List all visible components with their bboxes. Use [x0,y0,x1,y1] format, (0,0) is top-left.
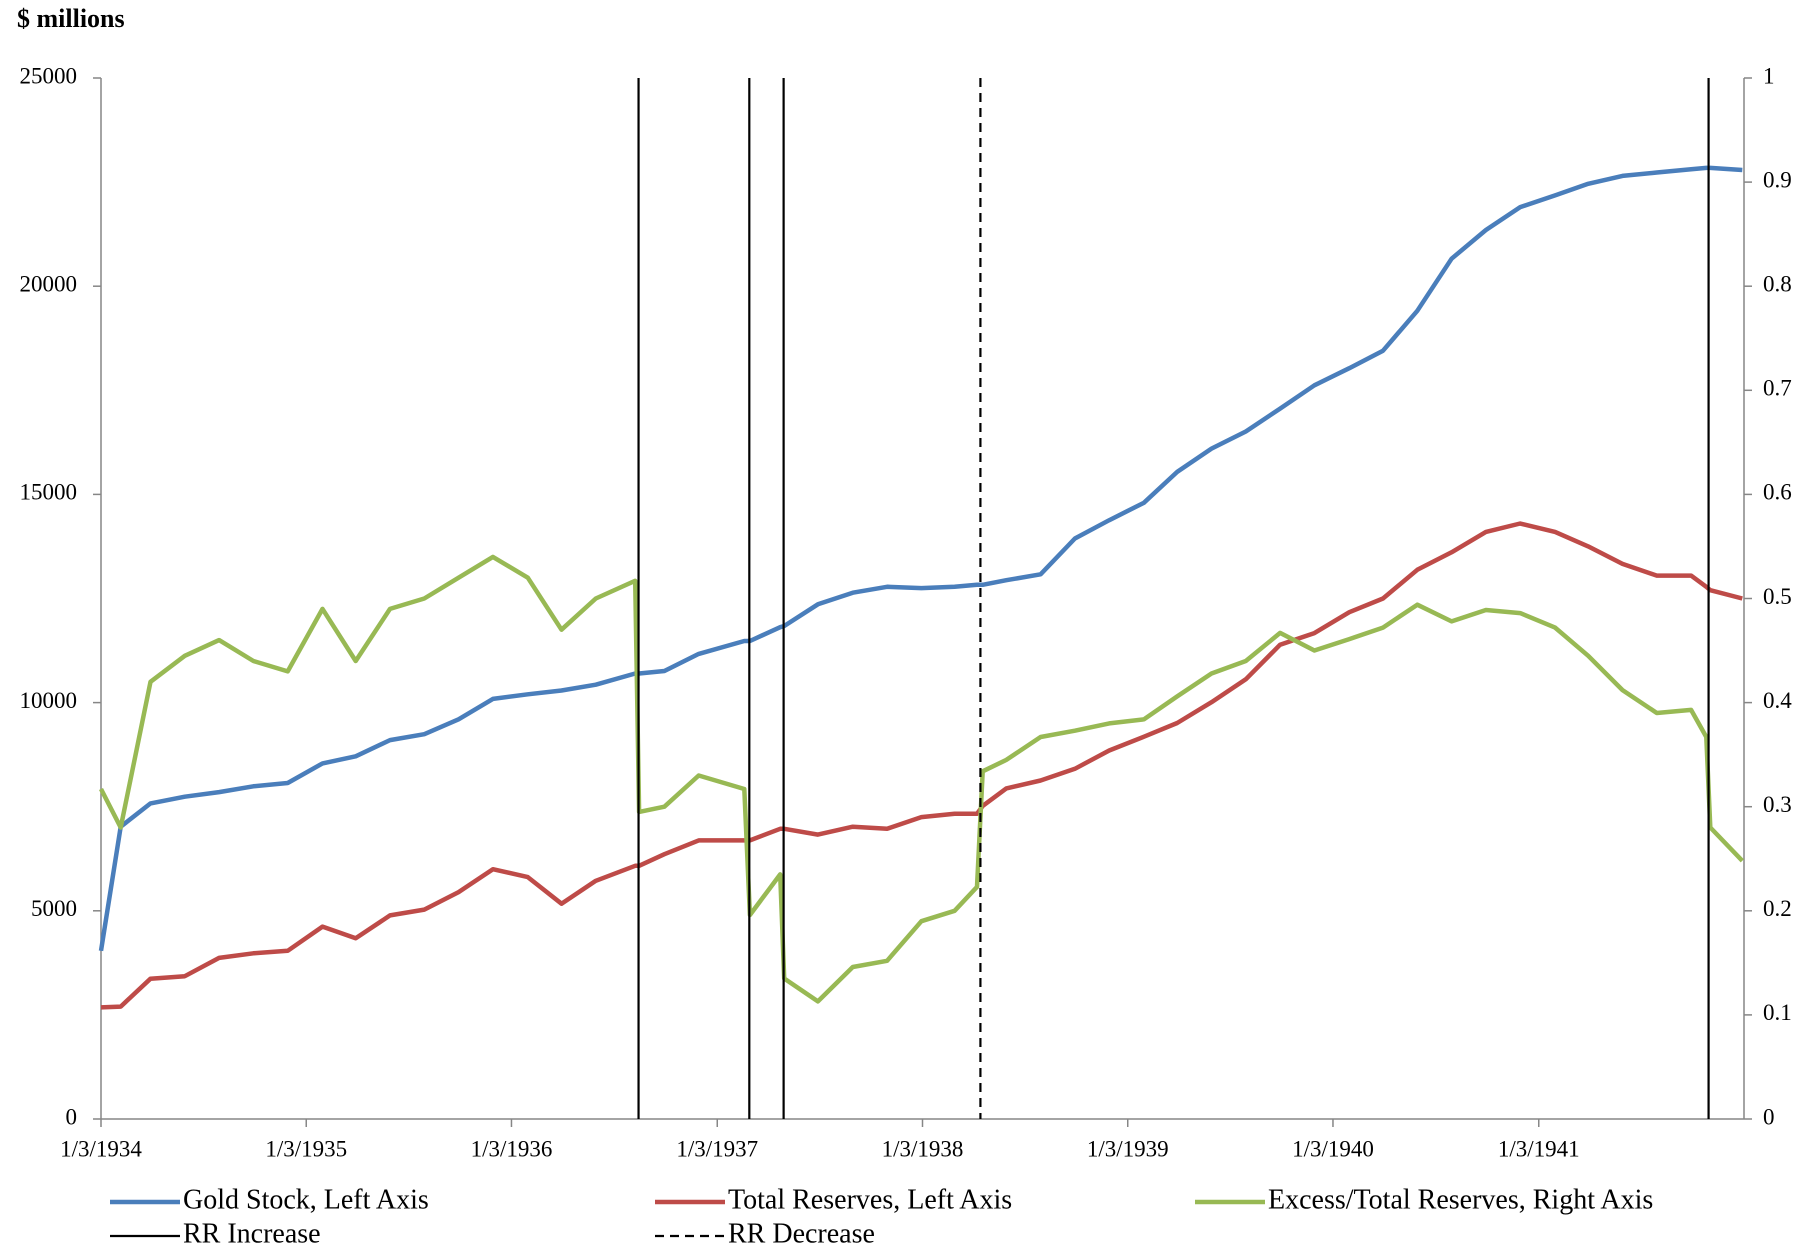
y2-tick-label: 0.5 [1763,584,1792,609]
legend-label: Total Reserves, Left Axis [728,1184,1012,1215]
y2-tick-label: 0.9 [1763,167,1792,192]
y-tick-label: 0 [66,1104,78,1129]
series-line [100,521,1743,1010]
x-tick-label: 1/3/1941 [1498,1136,1580,1161]
y2-tick-label: 0.1 [1763,1000,1792,1025]
y-tick-label: 10000 [20,688,78,713]
series-line [98,554,1744,1004]
series-line [98,165,1743,952]
y2-tick-label: 1 [1763,63,1775,88]
y2-tick-label: 0.6 [1763,480,1792,505]
y-tick-label: 20000 [20,271,78,296]
x-tick-label: 1/3/1935 [265,1136,347,1161]
y-tick-label: 5000 [31,896,77,921]
y2-tick-label: 0.4 [1763,688,1792,713]
x-tick-label: 1/3/1940 [1292,1136,1374,1161]
x-tick-label: 1/3/1936 [471,1136,553,1161]
legend-label: Gold Stock, Left Axis [183,1184,429,1215]
legend-label: RR Decrease [728,1218,875,1249]
legend-label: RR Increase [183,1218,321,1249]
legend-label: Excess/Total Reserves, Right Axis [1268,1184,1653,1215]
chart-title: $ millions [17,4,125,33]
y-tick-label: 25000 [20,63,78,88]
y2-tick-label: 0.7 [1763,376,1792,401]
y2-tick-label: 0.8 [1763,271,1792,296]
y2-tick-label: 0 [1763,1104,1775,1129]
y2-tick-label: 0.3 [1763,792,1792,817]
y2-tick-label: 0.2 [1763,896,1792,921]
y-tick-label: 15000 [20,480,78,505]
x-tick-label: 1/3/1939 [1087,1136,1169,1161]
x-tick-label: 1/3/1934 [60,1136,142,1161]
x-tick-label: 1/3/1938 [882,1136,964,1161]
x-tick-label: 1/3/1937 [676,1136,758,1161]
